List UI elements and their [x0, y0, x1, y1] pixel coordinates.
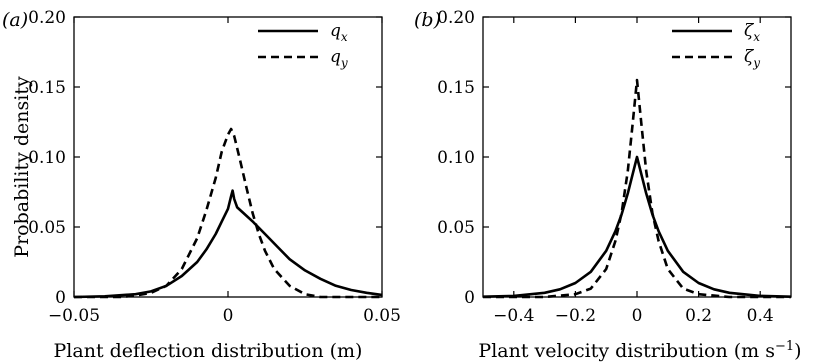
legend-subscript: x [753, 30, 760, 44]
panel-label-a: (a) [2, 9, 28, 31]
x-axis-label-a: Plant deflection distribution (m) [54, 340, 363, 362]
panel-label-b: (b) [414, 9, 441, 31]
legend-symbol: ζ [744, 21, 755, 41]
x-tick-label: −0.05 [48, 306, 100, 326]
series-line-x [482, 155, 792, 298]
x-tick-label: 0.05 [363, 306, 401, 326]
legend-label-x: ζx [744, 21, 760, 44]
x-tick-label: 0.2 [685, 306, 712, 326]
x-axis-label-b-end: ) [794, 340, 801, 362]
y-tick-label: 0 [464, 288, 475, 308]
x-tick-label: 0.4 [747, 306, 774, 326]
y-tick-label: 0.20 [437, 8, 475, 28]
legend-label-y: qy [330, 47, 348, 70]
y-tick-label: 0 [55, 288, 66, 308]
y-tick-label: 0.15 [28, 78, 66, 98]
chart-panel-b: (b) Plant velocity distribution (m s−1) … [414, 8, 802, 362]
x-axis-label-b-superscript: −1 [775, 339, 794, 354]
y-axis-label: Probability density [11, 76, 33, 258]
y-tick-label: 0.10 [28, 148, 66, 168]
legend-symbol: ζ [744, 47, 755, 67]
x-axis-label-b-text: Plant velocity distribution (m s [478, 340, 775, 362]
x-tick-label: −0.2 [555, 306, 596, 326]
y-tick-label: 0.10 [437, 148, 475, 168]
y-tick-label: 0.05 [437, 218, 475, 238]
legend-symbol: q [330, 21, 341, 41]
x-tick-label: 0 [632, 306, 643, 326]
legend-symbol: q [330, 47, 341, 67]
series-line-y [483, 78, 791, 299]
y-tick-label: 0.15 [437, 78, 475, 98]
x-tick-label: −0.4 [493, 306, 534, 326]
legend-subscript: x [341, 30, 348, 44]
chart-panel-a: (a) Probability density Plant deflection… [2, 8, 401, 362]
legend-subscript: y [340, 56, 348, 70]
series-line-x [73, 189, 383, 299]
legend-label-x: qx [330, 21, 348, 44]
series-line-y [74, 127, 382, 299]
x-tick-label: 0 [223, 306, 234, 326]
y-tick-label: 0.20 [28, 8, 66, 28]
legend-label-y: ζy [744, 47, 760, 70]
legend-subscript: y [752, 56, 760, 70]
y-tick-label: 0.05 [28, 218, 66, 238]
x-axis-label-b: Plant velocity distribution (m s−1) [478, 339, 801, 363]
